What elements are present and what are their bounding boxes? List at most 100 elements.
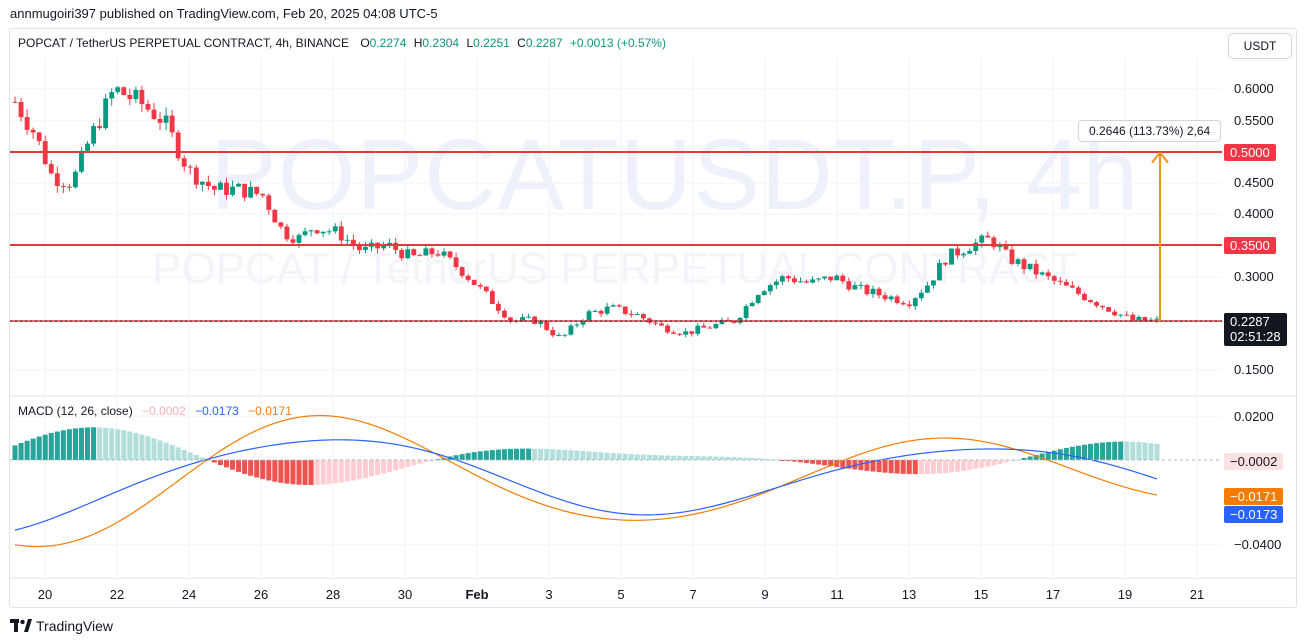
candle-body (278, 222, 284, 227)
candle-body (804, 281, 809, 283)
candle-body (423, 248, 429, 256)
candle-body (224, 182, 229, 195)
candle-body (471, 279, 477, 285)
macd-histogram-bar (725, 456, 731, 460)
candle-body (266, 195, 272, 210)
symbol-title[interactable]: POPCAT / TetherUS PERPETUAL CONTRACT, 4h… (18, 36, 349, 50)
candle-body (755, 295, 761, 303)
candle-body (701, 325, 707, 328)
macd-histogram-bar (381, 460, 387, 474)
macd-histogram-bar (840, 460, 846, 468)
candle-body (453, 257, 459, 268)
currency-button[interactable]: USDT (1228, 33, 1292, 59)
candle-body (562, 334, 568, 336)
macd-histogram-bar (652, 455, 659, 460)
candle-body (296, 235, 302, 243)
candle-body (882, 295, 888, 300)
candle-body (719, 319, 725, 325)
candle-body (810, 279, 815, 283)
macd-histogram-bar (961, 460, 967, 471)
macd-histogram-bar (622, 453, 628, 460)
candle-body (979, 235, 985, 243)
macd-histogram-bar (683, 455, 689, 460)
macd-title[interactable]: MACD (12, 26, close) (18, 404, 133, 418)
published-by-text: annmugoiri397 published on TradingView.c… (10, 6, 438, 21)
time-tick-label: 5 (617, 587, 625, 602)
macd-histogram-bar (501, 449, 507, 460)
macd-histogram-bar (1039, 453, 1045, 460)
candle-body (477, 284, 483, 287)
macd-histogram-bar (731, 457, 737, 460)
macd-histogram-bar (810, 460, 816, 464)
macd-histogram-bar (665, 455, 671, 460)
candle-body (622, 306, 628, 314)
macd-histogram-bar (538, 448, 544, 460)
macd-histogram-bar (544, 448, 550, 460)
candle-body (302, 231, 308, 236)
macd-histogram-bar (689, 456, 695, 460)
candle-body (683, 331, 689, 335)
macd-histogram-bar (767, 459, 773, 461)
close-label: C (517, 36, 526, 50)
macd-tick-label: −0.0400 (1234, 537, 1282, 552)
macd-histogram-bar (1069, 446, 1075, 460)
macd-histogram-bar (604, 452, 610, 460)
candle-body (248, 186, 254, 198)
candle-body (1136, 317, 1142, 321)
macd-histogram-bar (42, 434, 48, 460)
candle-body (846, 281, 852, 290)
candle-body (991, 237, 997, 248)
macd-histogram-bar (755, 458, 761, 460)
macd-histogram-bar (513, 448, 520, 460)
macd-histogram-bar (465, 453, 471, 460)
macd-histogram-bar (616, 453, 622, 460)
macd-histogram-bar (918, 460, 924, 475)
candle-body (580, 320, 586, 325)
candle-body (544, 321, 550, 330)
macd-histogram-bar (290, 460, 296, 485)
macd-hist-value: −0.0002 (142, 404, 186, 418)
candle-body (598, 310, 604, 314)
macd-histogram-bar (115, 429, 121, 460)
macd-histogram-bar (900, 460, 906, 474)
candle-body (1118, 314, 1124, 316)
candle-body (1057, 280, 1063, 282)
candle-body (798, 281, 803, 283)
candle-body (906, 304, 912, 307)
candle-body (175, 132, 181, 159)
tradingview-logo[interactable]: TradingView (10, 618, 113, 634)
macd-histogram-bar (852, 460, 858, 470)
macd-histogram-bar (822, 460, 828, 466)
candle-body (1009, 249, 1015, 264)
macd-histogram-bar (677, 455, 683, 460)
macd-histogram-bar (1003, 460, 1009, 463)
macd-histogram-bar (387, 460, 393, 472)
macd-histogram-bar (332, 460, 338, 484)
macd-histogram-bar (1087, 443, 1094, 460)
candle-body (483, 286, 489, 292)
price-tick-label: 0.4500 (1234, 175, 1274, 190)
candle-body (139, 89, 145, 105)
macd-histogram-bar (628, 454, 634, 460)
macd-histogram-bar (882, 460, 888, 473)
candle-body (489, 291, 495, 304)
open-value: 0.2274 (369, 36, 407, 50)
macd-histogram-bar (1106, 442, 1112, 460)
macd-histogram-bar (773, 459, 779, 461)
candle-body (1130, 314, 1136, 321)
macd-histogram-bar (459, 454, 465, 460)
candle-body (66, 186, 72, 188)
macd-histogram-bar (242, 460, 248, 474)
candle-body (822, 276, 828, 279)
macd-histogram-bar (453, 455, 459, 460)
candle-body (858, 285, 864, 287)
candle-body (393, 242, 399, 251)
candle-body (816, 278, 822, 280)
macd-line (14, 439, 1158, 531)
high-label: H (413, 36, 423, 50)
symbol-legend[interactable]: POPCAT / TetherUS PERPETUAL CONTRACT, 4h… (18, 36, 670, 50)
macd-histogram-bar (701, 456, 707, 460)
macd-legend[interactable]: MACD (12, 26, close) −0.0002 −0.0173 −0.… (18, 404, 292, 418)
candle-body (659, 323, 664, 326)
